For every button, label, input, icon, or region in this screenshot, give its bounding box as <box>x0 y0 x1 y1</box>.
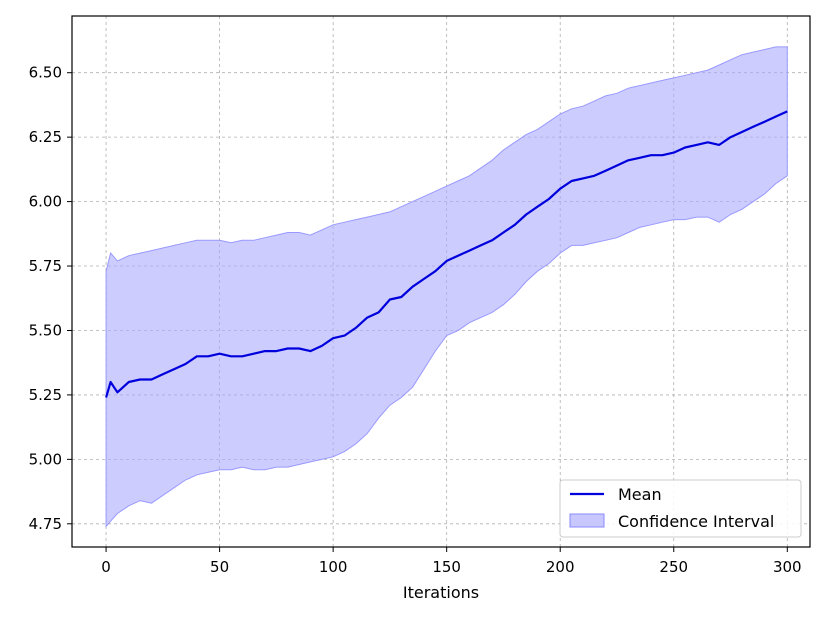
y-tick-label: 6.50 <box>29 64 62 82</box>
legend-ci-swatch <box>569 513 605 528</box>
y-tick-label: 5.25 <box>29 386 62 404</box>
mean-line-group <box>105 110 788 398</box>
legend: Mean Confidence Interval <box>559 479 802 538</box>
plot-frame <box>71 15 811 548</box>
x-tick-label: 150 <box>432 558 461 576</box>
legend-mean-label: Mean <box>618 485 662 504</box>
x-tick-label: 100 <box>319 558 348 576</box>
x-axis-title: Iterations <box>403 583 479 602</box>
legend-box <box>559 479 802 538</box>
legend-ci-label: Confidence Interval <box>618 512 774 531</box>
y-tick-label: 6.25 <box>29 128 62 146</box>
x-tick-label: 200 <box>546 558 575 576</box>
y-axis-ticks: 4.75 5.00 5.25 5.50 5.75 6.00 6.25 6.50 <box>29 64 72 533</box>
x-axis-ticks: 0 50 100 150 200 250 300 <box>101 547 802 576</box>
mean-line <box>105 110 788 398</box>
x-tick-label: 300 <box>773 558 802 576</box>
confidence-interval-band <box>105 46 788 528</box>
x-tick-label: 50 <box>210 558 229 576</box>
confidence-interval-area <box>105 46 788 528</box>
x-tick-label: 0 <box>101 558 111 576</box>
y-tick-label: 5.50 <box>29 321 62 339</box>
y-tick-label: 6.00 <box>29 193 62 211</box>
y-tick-label: 5.00 <box>29 450 62 468</box>
x-tick-label: 250 <box>659 558 688 576</box>
y-tick-label: 4.75 <box>29 515 62 533</box>
y-tick-label: 5.75 <box>29 257 62 275</box>
